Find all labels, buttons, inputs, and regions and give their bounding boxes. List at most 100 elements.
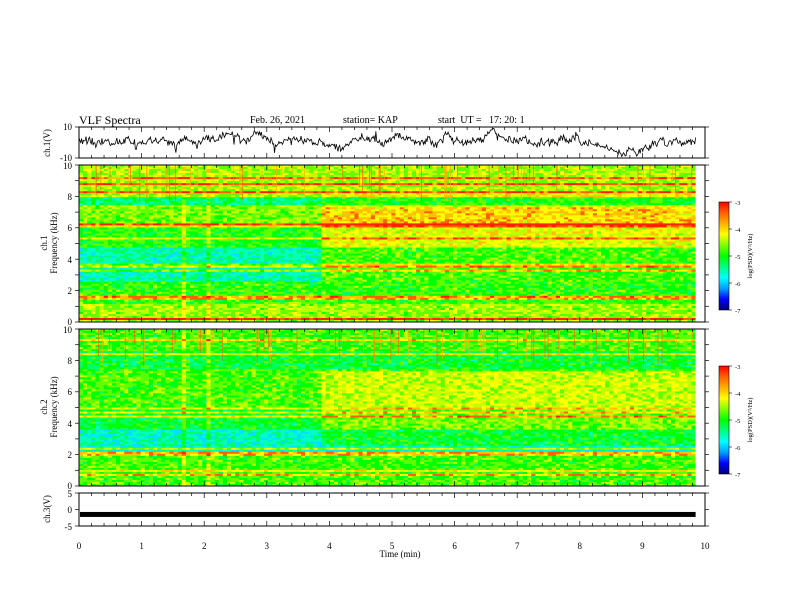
spectrogram-cell — [157, 183, 161, 185]
spectrogram-cell — [211, 177, 215, 179]
spectrogram-cell — [243, 318, 247, 320]
spectrogram-cell — [145, 233, 149, 235]
spectrogram-cell — [174, 318, 178, 320]
spectrogram-cell — [334, 219, 338, 221]
spectrogram-cell — [243, 215, 247, 217]
spectrogram-cell — [153, 318, 157, 320]
spectrogram-cell — [153, 312, 157, 314]
spectrogram-cell — [219, 294, 223, 296]
spectrogram-cell — [190, 296, 194, 298]
spectrogram-cell — [132, 203, 136, 205]
spectrogram-cell — [239, 207, 243, 209]
spectrogram-cell — [272, 227, 276, 229]
spectrogram-cell — [268, 298, 272, 300]
spectrogram-cell — [206, 244, 210, 246]
spectrogram-cell — [149, 244, 153, 246]
spectrogram-cell — [202, 270, 206, 272]
spectrogram-cell — [264, 258, 268, 260]
spectrogram-cell — [83, 306, 87, 308]
spectrogram-cell — [223, 201, 227, 203]
spectrogram-cell — [293, 264, 297, 266]
spectrogram-cell — [141, 219, 145, 221]
spectrogram-cell — [215, 246, 219, 248]
spectrogram-cell — [248, 318, 252, 320]
spectrogram-cell — [243, 241, 247, 243]
spectrogram-cell — [132, 221, 136, 223]
spectrogram-cell — [309, 304, 313, 306]
spectrogram-cell — [243, 248, 247, 250]
spectrogram-cell — [202, 181, 206, 183]
spectrogram-cell — [165, 292, 169, 294]
spectrogram-cell — [116, 239, 120, 241]
spectrogram-cell — [186, 171, 190, 173]
spectrogram-cell — [174, 179, 178, 181]
spectrogram-cell — [235, 272, 239, 274]
spectrogram-cell — [219, 310, 223, 312]
spectrogram-cell — [108, 306, 112, 308]
spectrogram-cell — [309, 290, 313, 292]
spectrogram-cell — [194, 169, 198, 171]
spectrogram-cell — [157, 294, 161, 296]
spectrogram-cell — [141, 296, 145, 298]
spectrogram-cell — [239, 229, 243, 231]
spectrogram-cell — [317, 215, 321, 217]
spectrogram-cell — [178, 276, 182, 278]
spectrogram-cell — [260, 209, 264, 211]
spectrogram-cell — [206, 308, 210, 310]
spectrogram-cell — [83, 260, 87, 262]
spectrogram-cell — [132, 280, 136, 282]
spectrogram-cell — [227, 213, 231, 215]
spectrogram-cell — [169, 215, 173, 217]
spectrogram-cell — [137, 258, 141, 260]
spectrogram-cell — [178, 223, 182, 225]
spectrogram-cell — [322, 252, 326, 254]
spectrogram-cell — [132, 254, 136, 256]
spectrogram-cell — [161, 197, 165, 199]
spectrogram-cell — [149, 181, 153, 183]
spectrogram-cell — [239, 268, 243, 270]
spectrogram-cell — [132, 241, 136, 243]
spectrogram-cell — [293, 177, 297, 179]
spectrogram-cell — [334, 239, 338, 241]
spectrogram-cell — [243, 169, 247, 171]
spectrogram-cell — [178, 173, 182, 175]
spectrogram-cell — [293, 221, 297, 223]
spectrogram-cell — [79, 246, 83, 248]
spectrogram-cell — [174, 215, 178, 217]
spectrogram-cell — [239, 298, 243, 300]
spectrogram-cell — [108, 183, 112, 185]
spectrogram-cell — [235, 300, 239, 302]
spectrogram-cell — [116, 237, 120, 239]
spectrogram-cell — [264, 177, 268, 179]
spectrogram-cell — [190, 300, 194, 302]
spectrogram-cell — [116, 310, 120, 312]
spectrogram-cell — [165, 205, 169, 207]
spectrogram-cell — [206, 314, 210, 316]
spectrogram-cell — [211, 221, 215, 223]
spectrogram-cell — [108, 227, 112, 229]
spectrogram-cell — [243, 294, 247, 296]
spectrogram-cell — [326, 290, 330, 292]
spectrogram-cell — [198, 262, 202, 264]
spectrogram-cell — [330, 252, 334, 254]
spectrogram-cell — [268, 225, 272, 227]
spectrogram-cell — [243, 211, 247, 213]
spectrogram-cell — [165, 223, 169, 225]
spectrogram-cell — [202, 306, 206, 308]
spectrogram-cell — [239, 217, 243, 219]
spectrogram-cell — [293, 173, 297, 175]
spectrogram-cell — [87, 189, 91, 191]
spectrogram-cell — [194, 207, 198, 209]
spectrogram-cell — [100, 189, 104, 191]
spectrogram-cell — [153, 187, 157, 189]
spectrogram-cell — [161, 181, 165, 183]
spectrogram-cell — [100, 260, 104, 262]
spectrogram-cell — [83, 235, 87, 237]
spectrogram-cell — [276, 195, 280, 197]
spectrogram-cell — [95, 229, 99, 231]
spectrogram-cell — [322, 250, 326, 252]
spectrogram-cell — [153, 310, 157, 312]
spectrogram-cell — [206, 310, 210, 312]
spectrogram-cell — [231, 276, 235, 278]
spectrogram-cell — [202, 233, 206, 235]
